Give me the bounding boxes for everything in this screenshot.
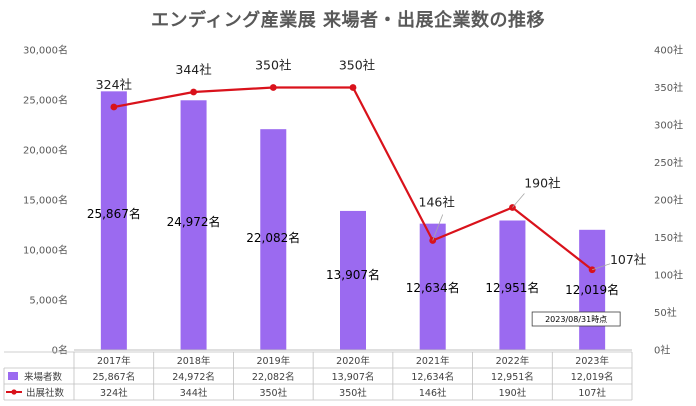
bar-data-label: 12,019名	[565, 282, 619, 297]
bar-visitors	[180, 100, 207, 350]
x-tick-label: 2018年	[177, 355, 211, 367]
y-left-tick-label: 5,000名	[29, 294, 68, 307]
table-cell-visitors: 25,867名	[92, 371, 135, 383]
bar-data-label: 24,972名	[167, 214, 221, 229]
legend-swatch-visitors	[8, 372, 18, 380]
line-data-label: 324社	[96, 77, 132, 92]
x-tick-label: 2020年	[336, 355, 370, 367]
y-left-tick-label: 25,000名	[23, 94, 68, 107]
line-data-label: 107社	[610, 252, 646, 267]
table-cell-visitors: 24,972名	[172, 371, 215, 383]
line-data-label: 146社	[419, 195, 455, 210]
line-data-label: 190社	[524, 176, 560, 191]
y-left-tick-label: 10,000名	[23, 244, 68, 257]
line-data-label: 344社	[175, 62, 211, 77]
line-data-label: 350社	[339, 58, 375, 73]
table-cell-visitors: 12,951名	[491, 371, 534, 383]
table-cell-visitors: 22,082名	[252, 371, 295, 383]
line-point-exhibitors	[190, 88, 197, 96]
table-cell-visitors: 12,634名	[411, 371, 454, 383]
note-box	[531, 311, 621, 327]
table-cell-exhibitors: 350社	[259, 387, 287, 399]
label-leader-line	[592, 263, 611, 271]
table-cell-exhibitors: 146社	[419, 387, 447, 399]
y-left-tick-label: 30,000名	[23, 44, 68, 57]
y-right-tick-label: 50社	[654, 306, 677, 319]
bar-visitors	[260, 129, 287, 350]
x-tick-label: 2021年	[416, 355, 450, 367]
y-left-tick-label: 20,000名	[23, 144, 68, 157]
bar-data-label: 22,082名	[246, 230, 300, 245]
y-right-tick-label: 100社	[654, 269, 683, 282]
table-cell-visitors: 12,019名	[571, 371, 614, 383]
label-leader-line	[432, 214, 444, 241]
y-left-tick-label: 0名	[52, 344, 68, 357]
legend-marker-exhibitors	[11, 389, 17, 395]
table-cell-visitors: 13,907名	[332, 371, 375, 383]
x-tick-label: 2019年	[256, 355, 290, 367]
line-data-label: 350社	[255, 58, 291, 73]
y-right-tick-label: 350社	[654, 81, 683, 94]
y-right-tick-label: 300社	[654, 119, 683, 132]
line-point-exhibitors	[588, 266, 596, 274]
bar-visitors	[579, 229, 606, 350]
label-leader-line	[512, 193, 525, 208]
x-tick-label: 2022年	[496, 355, 530, 367]
legend-label-visitors: 来場者数	[24, 371, 63, 383]
y-right-tick-label: 0社	[654, 344, 670, 357]
y-left-tick-label: 15,000名	[23, 194, 68, 207]
table-cell-exhibitors: 324社	[100, 387, 128, 399]
y-right-tick-label: 150社	[654, 231, 683, 244]
chart-title: エンディング産業展 来場者・出展企業数の推移	[150, 10, 545, 31]
legend-label-exhibitors: 出展社数	[26, 387, 65, 399]
line-point-exhibitors	[110, 103, 118, 111]
table-cell-exhibitors: 190社	[499, 387, 527, 399]
x-tick-label: 2023年	[575, 355, 609, 367]
y-right-tick-label: 200社	[654, 194, 683, 207]
line-point-exhibitors	[349, 84, 357, 91]
bar-visitors	[340, 210, 366, 350]
table-cell-exhibitors: 350社	[339, 387, 367, 399]
bar-visitors	[419, 223, 446, 350]
bar-data-label: 25,867名	[87, 206, 141, 221]
note-text: 2023/08/31時点	[545, 315, 607, 324]
bar-data-label: 12,951名	[485, 280, 539, 295]
line-point-exhibitors	[269, 84, 277, 91]
x-tick-label: 2017年	[97, 355, 131, 367]
bar-data-label: 13,907名	[326, 267, 380, 282]
table-cell-exhibitors: 344社	[180, 387, 208, 399]
table-cell-exhibitors: 107社	[578, 387, 606, 399]
bar-data-label: 12,634名	[406, 280, 460, 295]
y-right-tick-label: 400社	[654, 44, 683, 57]
bar-visitors	[499, 220, 526, 350]
y-right-tick-label: 250社	[654, 156, 683, 169]
bar-visitors	[100, 91, 127, 350]
